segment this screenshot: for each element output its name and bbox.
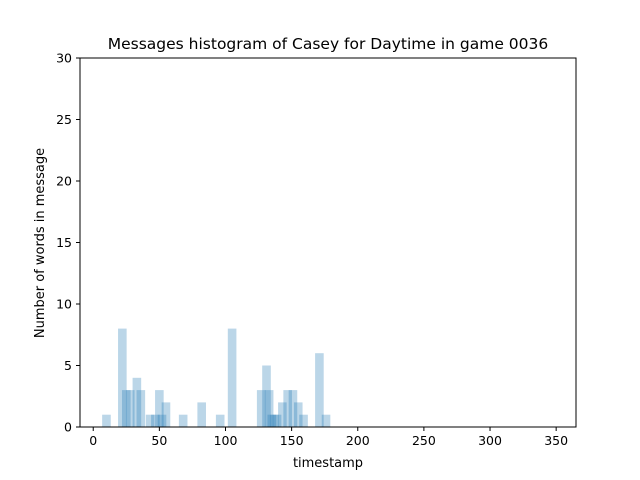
histogram-bar <box>299 414 308 427</box>
histogram-bar <box>178 414 188 427</box>
x-tick-label: 150 <box>280 433 304 448</box>
x-axis-ticks: 0 50 100 150 200 250 300 350 <box>89 427 568 448</box>
histogram-bar <box>145 414 155 427</box>
histogram-bar <box>136 390 146 427</box>
histogram-bar <box>132 377 142 427</box>
histogram-bar <box>121 390 131 427</box>
histogram-bar <box>125 390 135 427</box>
histogram-bar <box>151 414 160 427</box>
chart-title: Messages histogram of Casey for Daytime … <box>108 35 549 53</box>
x-tick-label: 300 <box>478 433 502 448</box>
y-axis-label: Number of words in message <box>33 148 48 338</box>
histogram-bar <box>321 414 331 427</box>
histogram-bar <box>283 390 292 427</box>
histogram-bar <box>262 365 271 427</box>
x-tick-label: 250 <box>412 433 436 448</box>
y-tick-label: 15 <box>56 235 72 250</box>
y-tick-label: 25 <box>56 112 72 127</box>
histogram-bar <box>215 414 225 427</box>
y-tick-label: 10 <box>56 297 72 312</box>
y-axis-ticks: 0 5 10 15 20 25 30 <box>56 51 80 435</box>
y-tick-label: 5 <box>64 358 72 373</box>
histogram-bar <box>288 390 298 427</box>
x-tick-label: 0 <box>89 433 97 448</box>
histogram-bar <box>155 390 164 427</box>
x-tick-label: 100 <box>214 433 238 448</box>
histogram-bar <box>267 414 277 427</box>
y-tick-label: 20 <box>56 174 72 189</box>
histogram-bar <box>270 414 279 427</box>
histogram-bar <box>102 414 111 427</box>
x-tick-label: 350 <box>544 433 568 448</box>
histogram-bar <box>264 390 274 427</box>
x-tick-label: 200 <box>346 433 370 448</box>
histogram-bar <box>157 414 167 427</box>
x-tick-label: 50 <box>151 433 167 448</box>
y-tick-label: 30 <box>56 51 72 66</box>
histogram-bar <box>278 402 287 427</box>
histogram-bar <box>118 328 127 427</box>
histogram-bar <box>227 328 237 427</box>
histogram-bar <box>272 414 282 427</box>
x-axis-label: timestamp <box>293 456 363 471</box>
histogram-bar <box>315 353 324 427</box>
histogram-bar <box>161 402 171 427</box>
y-tick-label: 0 <box>64 420 72 435</box>
histogram-bar <box>293 402 303 427</box>
histogram-bar <box>256 390 266 427</box>
histogram-bar <box>197 402 206 427</box>
bars-group <box>102 328 331 427</box>
